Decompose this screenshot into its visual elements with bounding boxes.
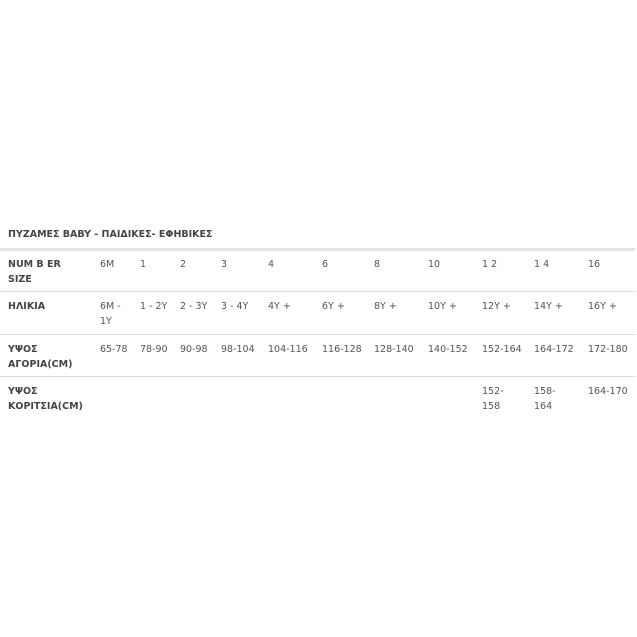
cell-text: 1 4 bbox=[534, 259, 550, 270]
table-cell: 16Y + bbox=[588, 299, 617, 314]
table-cell: 65-78 bbox=[100, 342, 128, 357]
cell-text: 10Y + bbox=[428, 301, 457, 312]
table-cell: 128-140 bbox=[374, 342, 414, 357]
cell-text: 140-152 bbox=[428, 344, 468, 355]
cell-text: 12Y + bbox=[482, 301, 511, 312]
table-cell: 16 bbox=[588, 257, 600, 272]
table-cell: 3 - 4Y bbox=[221, 299, 248, 314]
table-title: ΠΥΖΑΜΕΣ BABY - ΠΑΙΔΙΚΕΣ- ΕΦΗΒΙΚΕΣ bbox=[8, 229, 213, 240]
cell-text: 4Y + bbox=[268, 301, 291, 312]
cell-text: 6 bbox=[322, 259, 329, 270]
row-divider bbox=[0, 334, 635, 335]
row-divider bbox=[0, 248, 635, 251]
cell-text: 158 bbox=[482, 401, 501, 412]
cell-text: 164 bbox=[534, 401, 553, 412]
row-label-line: SIZE bbox=[8, 274, 32, 285]
table-cell: 1 4 bbox=[534, 257, 549, 272]
cell-text: 16Y + bbox=[588, 301, 617, 312]
cell-text: 3 - 4Y bbox=[221, 301, 249, 312]
cell-text: 164-172 bbox=[534, 344, 574, 355]
cell-text: 158- bbox=[534, 386, 556, 397]
cell-text: 104-116 bbox=[268, 344, 308, 355]
cell-text: 8 bbox=[374, 259, 381, 270]
row-label-line: ΥΨΟΣ bbox=[8, 386, 38, 397]
table-cell: 1 2 bbox=[482, 257, 497, 272]
table-cell: 164-170 bbox=[588, 384, 628, 399]
table-cell: 98-104 bbox=[221, 342, 255, 357]
table-cell: 104-116 bbox=[268, 342, 308, 357]
cell-text: 78-90 bbox=[140, 344, 168, 355]
cell-text: 8Y + bbox=[374, 301, 397, 312]
table-cell: 90-98 bbox=[180, 342, 208, 357]
row-label-line: ΗΛΙΚΙΑ bbox=[8, 301, 46, 312]
table-cell: 116-128 bbox=[322, 342, 362, 357]
cell-text: 2 bbox=[180, 259, 187, 270]
table-cell: 10Y + bbox=[428, 299, 457, 314]
row-divider bbox=[0, 291, 635, 292]
cell-text: 1 - 2Y bbox=[140, 301, 168, 312]
table-cell: 164-172 bbox=[534, 342, 574, 357]
cell-text: 152- bbox=[482, 386, 504, 397]
cell-text: 1Y bbox=[100, 316, 112, 327]
cell-text: 6Y + bbox=[322, 301, 345, 312]
row-label-line: ΑΓΟΡΙΑ(CM) bbox=[8, 359, 73, 370]
cell-text: 1 2 bbox=[482, 259, 498, 270]
table-cell: 158- 164 bbox=[534, 384, 556, 414]
row-label-line: ΚΟΡΙΤΣΙΑ(CM) bbox=[8, 401, 83, 412]
table-cell: 8 bbox=[374, 257, 380, 272]
row-label: ΥΨΟΣ ΑΓΟΡΙΑ(CM) bbox=[8, 342, 88, 372]
table-cell: 1 bbox=[140, 257, 146, 272]
table-cell: 14Y + bbox=[534, 299, 563, 314]
table-cell: 4 bbox=[268, 257, 274, 272]
table-cell: 172-180 bbox=[588, 342, 628, 357]
cell-text: 6M - bbox=[100, 301, 121, 312]
table-cell: 6M bbox=[100, 257, 114, 272]
table-cell: 3 bbox=[221, 257, 227, 272]
table-cell: 4Y + bbox=[268, 299, 291, 314]
row-label: NUM B ER SIZE bbox=[8, 257, 88, 287]
cell-text: 10 bbox=[428, 259, 441, 270]
cell-text: 2 - 3Y bbox=[180, 301, 208, 312]
cell-text: 16 bbox=[588, 259, 601, 270]
cell-text: 164-170 bbox=[588, 386, 628, 397]
cell-text: 3 bbox=[221, 259, 228, 270]
table-cell: 152-164 bbox=[482, 342, 522, 357]
table-cell: 6Y + bbox=[322, 299, 345, 314]
row-label: ΗΛΙΚΙΑ bbox=[8, 299, 88, 314]
table-cell: 6 bbox=[322, 257, 328, 272]
cell-text: 90-98 bbox=[180, 344, 208, 355]
table-cell: 140-152 bbox=[428, 342, 468, 357]
table-cell: 6M - 1Y bbox=[100, 299, 121, 329]
cell-text: 1 bbox=[140, 259, 147, 270]
table-cell: 12Y + bbox=[482, 299, 511, 314]
table-cell: 2 - 3Y bbox=[180, 299, 207, 314]
row-label: ΥΨΟΣ ΚΟΡΙΤΣΙΑ(CM) bbox=[8, 384, 88, 414]
cell-text: 14Y + bbox=[534, 301, 563, 312]
cell-text: 4 bbox=[268, 259, 275, 270]
table-cell: 8Y + bbox=[374, 299, 397, 314]
cell-text: 172-180 bbox=[588, 344, 628, 355]
row-label-line: ΥΨΟΣ bbox=[8, 344, 38, 355]
cell-text: 116-128 bbox=[322, 344, 362, 355]
table-cell: 10 bbox=[428, 257, 440, 272]
table-cell: 78-90 bbox=[140, 342, 168, 357]
cell-text: 6M bbox=[100, 259, 115, 270]
row-divider bbox=[0, 376, 635, 377]
table-cell: 152- 158 bbox=[482, 384, 504, 414]
row-label-line: NUM B ER bbox=[8, 259, 61, 270]
cell-text: 98-104 bbox=[221, 344, 255, 355]
table-cell: 2 bbox=[180, 257, 186, 272]
table-cell: 1 - 2Y bbox=[140, 299, 167, 314]
cell-text: 65-78 bbox=[100, 344, 128, 355]
cell-text: 152-164 bbox=[482, 344, 522, 355]
cell-text: 128-140 bbox=[374, 344, 414, 355]
